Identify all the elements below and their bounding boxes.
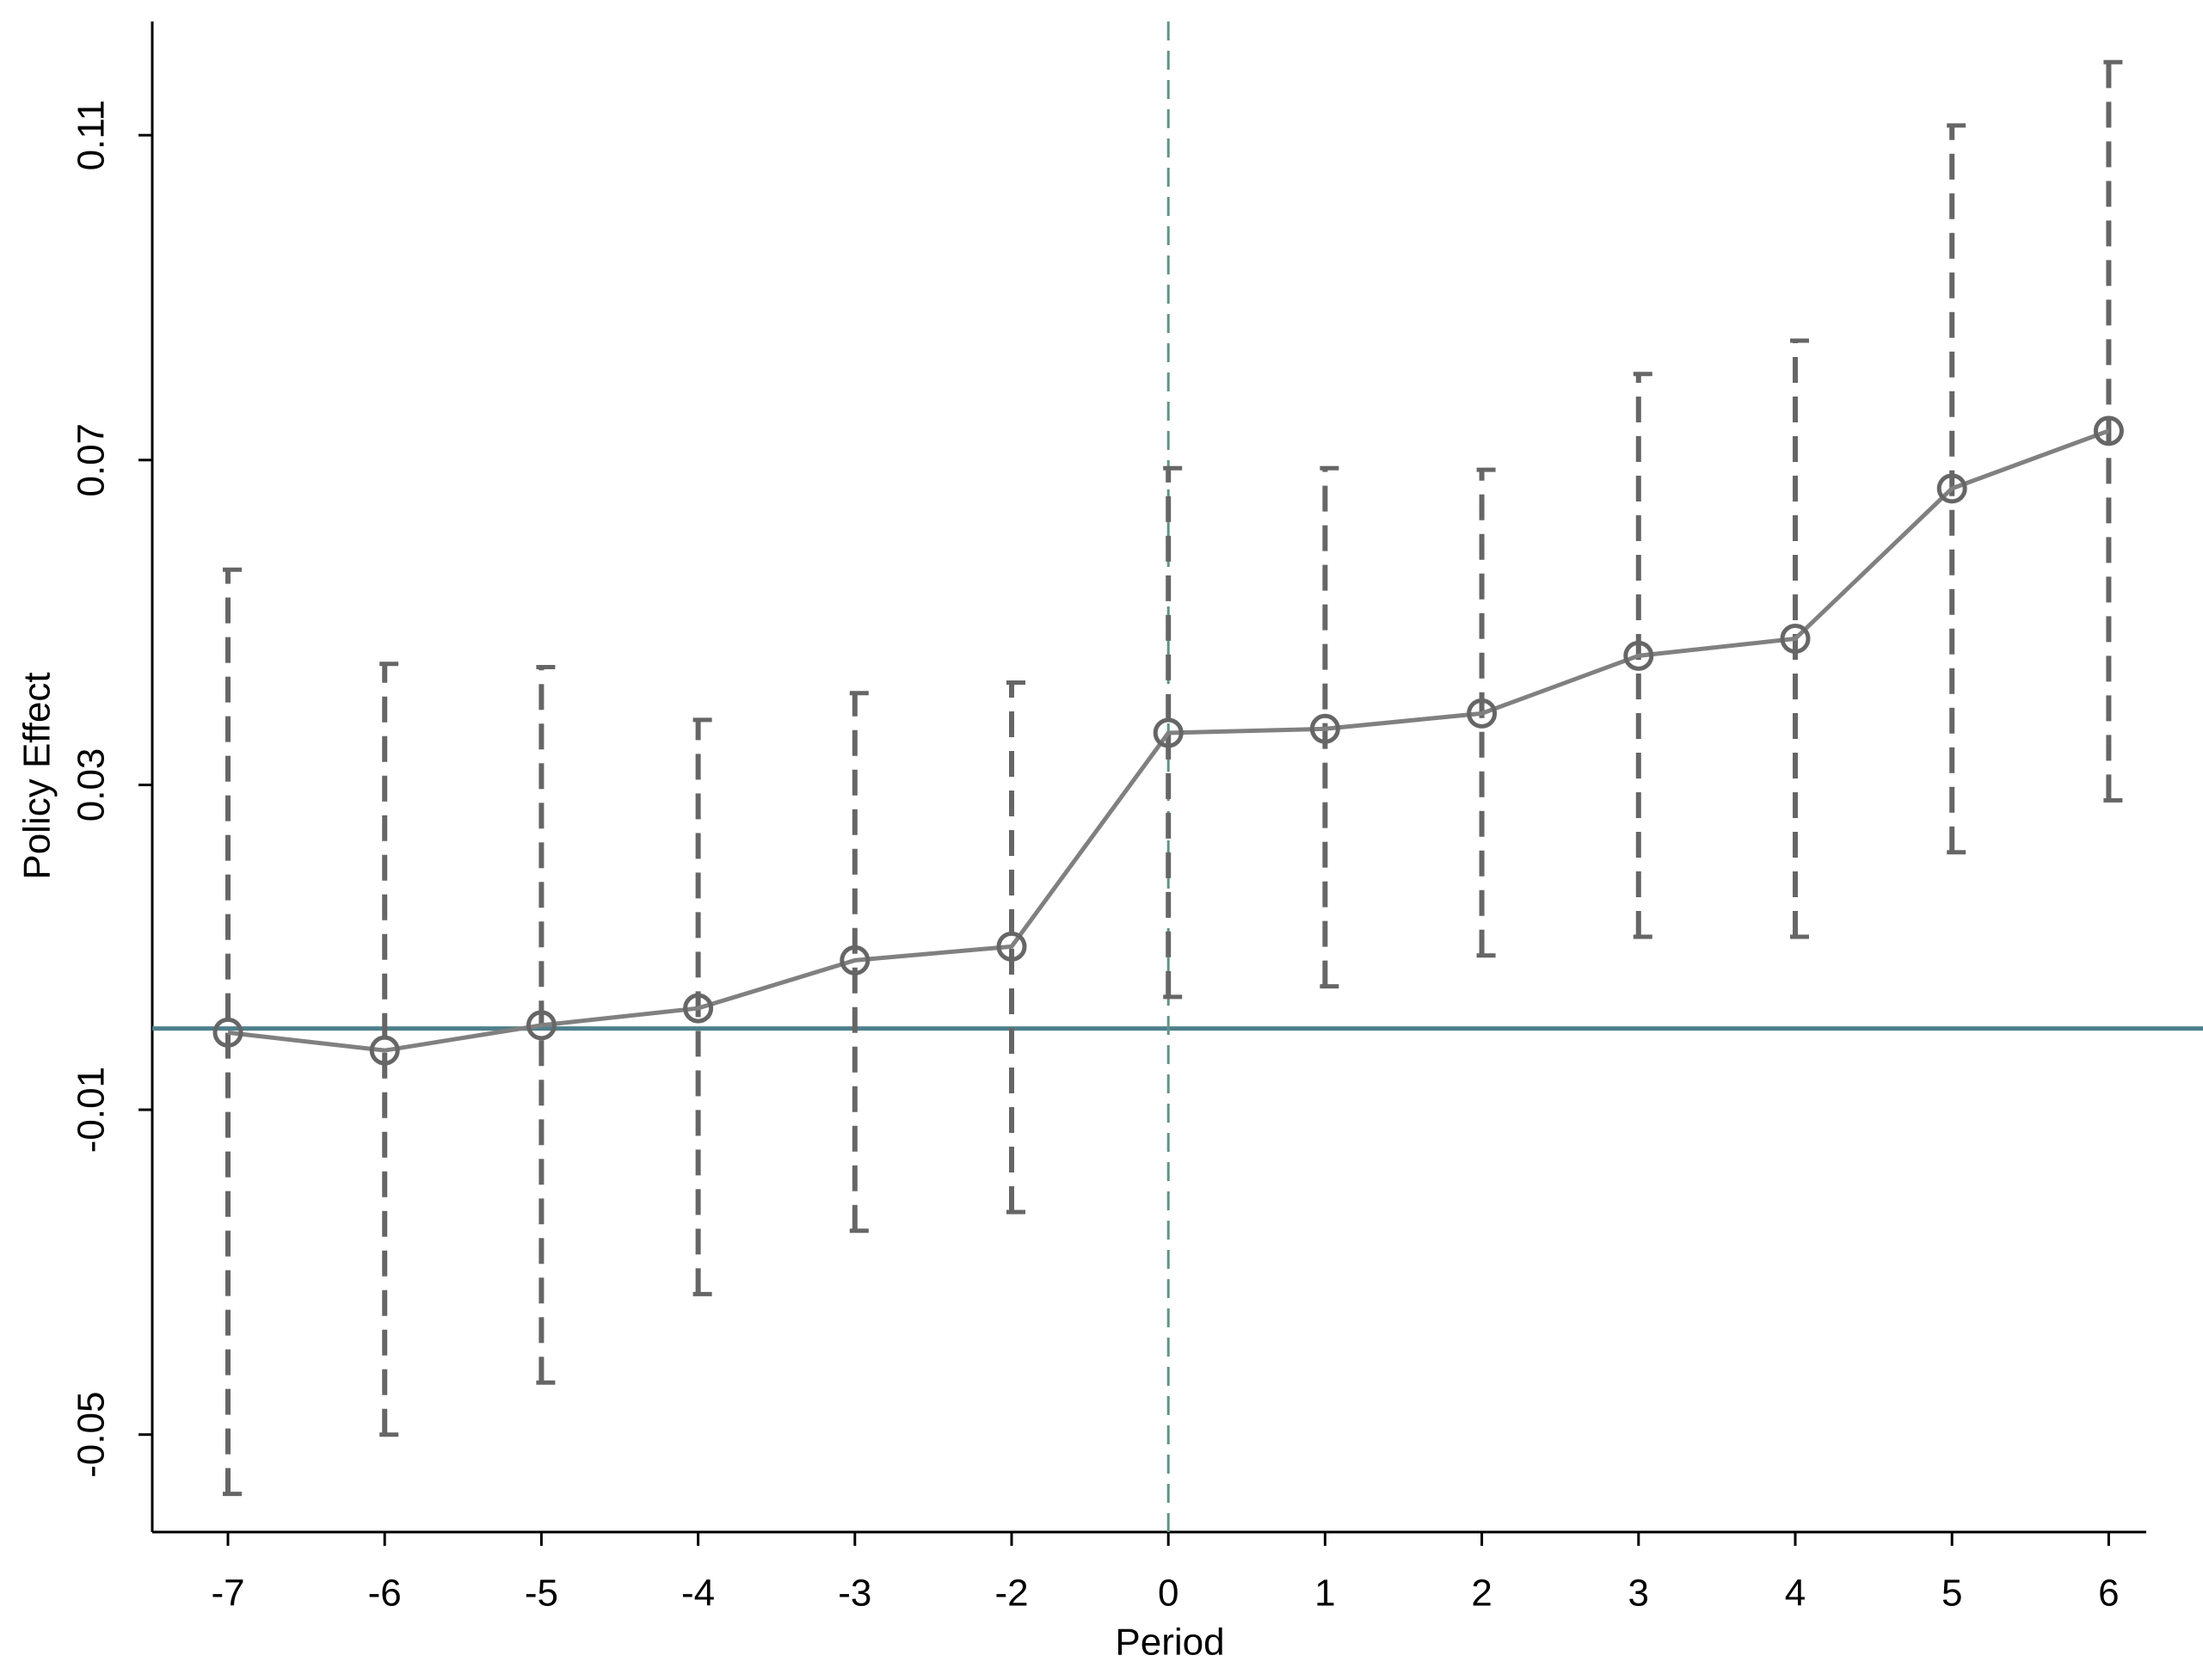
x-tick-label: -5	[525, 1572, 558, 1615]
x-axis-title: Period	[1115, 1622, 1224, 1664]
x-tick-label: 3	[1628, 1572, 1649, 1615]
x-tick-label: 4	[1785, 1572, 1806, 1615]
point-marker	[1780, 624, 1811, 655]
point-marker	[1309, 713, 1340, 744]
point-marker	[2093, 415, 2124, 446]
y-tick-label: 0.03	[71, 748, 113, 822]
x-tick-label: -6	[368, 1572, 402, 1615]
x-tick-label: -7	[211, 1572, 244, 1615]
x-tick-label: 2	[1471, 1572, 1492, 1615]
x-tick-label: -4	[681, 1572, 715, 1615]
x-tick-label: 1	[1314, 1572, 1335, 1615]
point-marker	[1467, 698, 1498, 729]
x-tick-label: 6	[2098, 1572, 2119, 1615]
x-tick-label: -3	[838, 1572, 871, 1615]
x-tick-label: 5	[1941, 1572, 1962, 1615]
y-tick-label: -0.01	[71, 1067, 113, 1153]
y-tick-label: 0.11	[71, 100, 113, 170]
point-marker	[1153, 717, 1184, 748]
y-tick-label: -0.05	[71, 1392, 113, 1478]
point-marker	[683, 993, 714, 1024]
x-tick-label: -2	[994, 1572, 1028, 1615]
point-marker	[1623, 640, 1654, 671]
y-tick-label: 0.07	[71, 423, 113, 497]
point-marker	[369, 1035, 400, 1066]
point-marker	[526, 1010, 557, 1041]
x-tick-label: 0	[1158, 1572, 1178, 1615]
series-line	[227, 428, 2110, 1053]
y-axis-title: Policy Effect	[16, 672, 58, 879]
point-marker	[212, 1017, 243, 1048]
point-marker	[996, 931, 1027, 962]
point-marker	[840, 945, 871, 975]
point-marker	[1936, 473, 1967, 504]
